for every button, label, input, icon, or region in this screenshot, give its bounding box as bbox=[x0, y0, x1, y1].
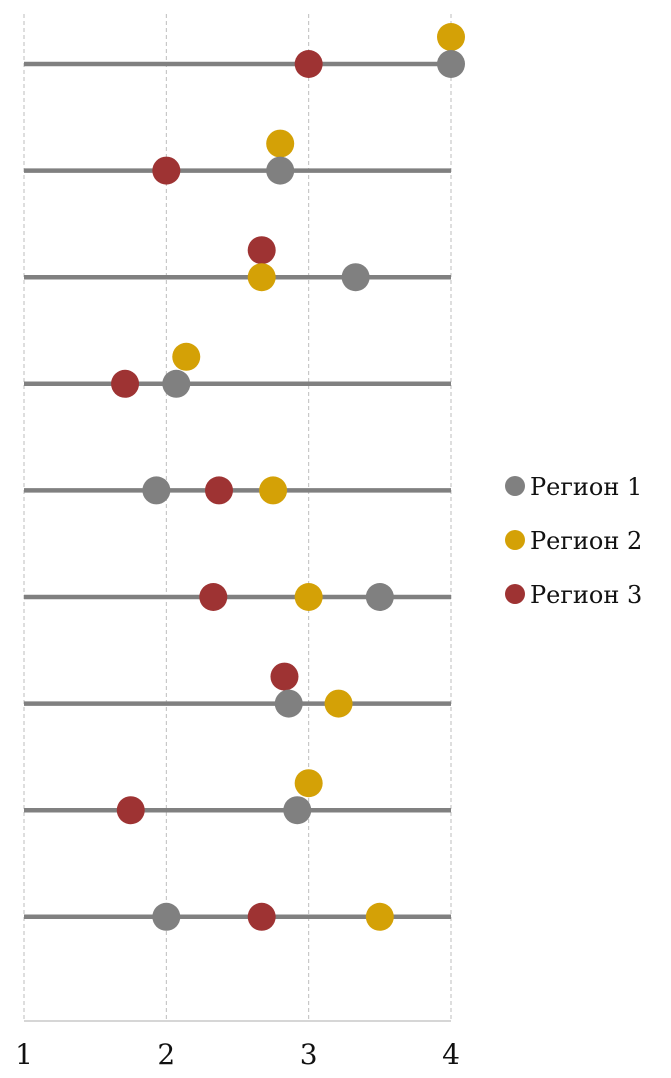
point-series-3-row-1 bbox=[294, 50, 323, 78]
point-series-3-row-5 bbox=[204, 476, 233, 505]
row-lines bbox=[24, 61, 451, 920]
point-series-3-row-9 bbox=[247, 902, 276, 931]
point-series-2-row-1 bbox=[437, 23, 465, 51]
point-series-2-row-7 bbox=[324, 689, 353, 718]
point-series-2-row-6 bbox=[294, 583, 323, 611]
data-points bbox=[111, 23, 465, 931]
legend-label-2: Регион 2 bbox=[530, 527, 642, 555]
legend: Регион 1 Регион 2 Регион 3 bbox=[505, 473, 642, 609]
grid-lines bbox=[23, 14, 452, 1021]
point-series-3-row-2 bbox=[152, 156, 181, 185]
point-series-3-row-6 bbox=[199, 583, 228, 611]
point-series-1-row-9 bbox=[152, 902, 181, 931]
legend-label-3: Регион 3 bbox=[530, 581, 642, 609]
point-series-3-row-8 bbox=[116, 796, 145, 825]
point-series-1-row-3 bbox=[341, 263, 370, 292]
legend-marker-1 bbox=[505, 476, 525, 496]
x-tick-label: 2 bbox=[157, 1038, 175, 1071]
point-series-3-row-4 bbox=[111, 369, 140, 398]
x-tick-label: 4 bbox=[442, 1038, 460, 1071]
point-series-1-row-8 bbox=[283, 796, 312, 825]
point-series-3-row-3 bbox=[247, 236, 276, 265]
point-series-2-row-3 bbox=[247, 263, 276, 292]
legend-marker-2 bbox=[505, 530, 525, 550]
x-tick-label: 3 bbox=[300, 1038, 318, 1071]
point-series-2-row-2 bbox=[266, 129, 295, 158]
point-series-1-row-5 bbox=[142, 476, 171, 505]
point-series-2-row-8 bbox=[294, 769, 323, 798]
point-series-1-row-1 bbox=[437, 50, 465, 78]
point-series-1-row-7 bbox=[274, 689, 303, 718]
legend-label-1: Регион 1 bbox=[530, 473, 642, 501]
x-axis: 1 2 3 4 bbox=[15, 1020, 460, 1071]
point-series-2-row-5 bbox=[259, 476, 288, 505]
x-tick-label: 1 bbox=[15, 1038, 33, 1071]
point-series-1-row-2 bbox=[266, 156, 295, 185]
point-series-3-row-7 bbox=[270, 662, 299, 691]
point-series-2-row-4 bbox=[172, 342, 201, 371]
point-series-2-row-9 bbox=[365, 902, 394, 931]
point-series-1-row-4 bbox=[162, 369, 191, 398]
point-series-1-row-6 bbox=[365, 583, 394, 611]
legend-marker-3 bbox=[505, 584, 525, 604]
